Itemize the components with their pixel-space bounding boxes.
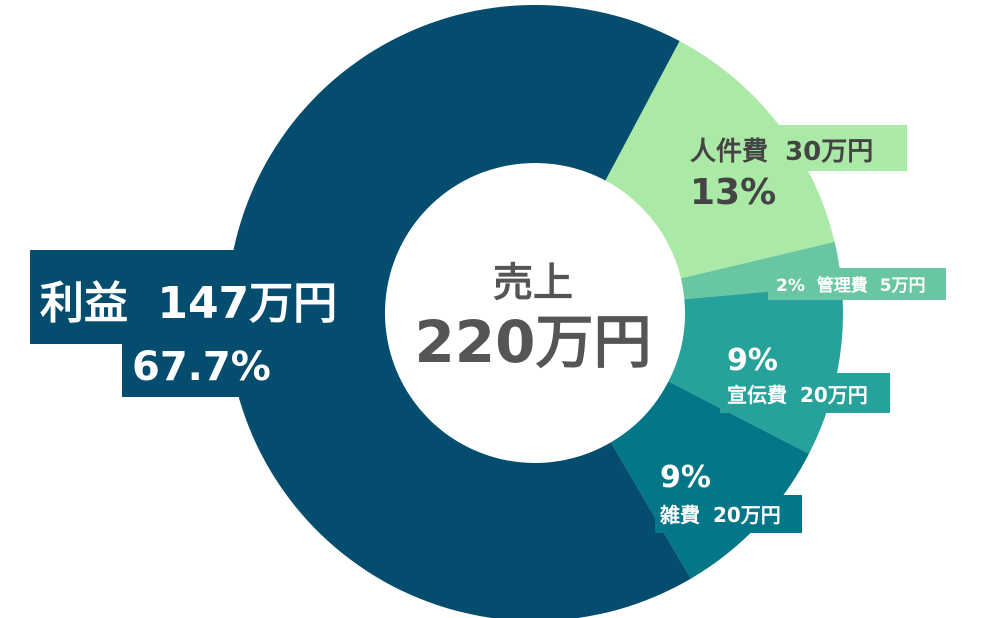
label-labor-name: 人件費 [690,137,768,167]
center-total: 220万円 [414,308,651,376]
label-admin-percent: 2% [776,276,805,296]
label-misc-box [655,495,802,533]
svg-text:利益 147万円: 利益 147万円 [40,278,337,329]
label-misc: 9% 雑費 20万円 [655,460,802,533]
label-misc-amount: 20万円 [713,503,781,527]
label-ad: 9% 宣伝費 20万円 [720,343,890,413]
label-labor: 人件費 30万円 13% [685,125,907,213]
slice-misc [610,381,809,579]
label-admin: 2% 管理費 5万円 [768,268,946,300]
label-labor-box [685,125,907,171]
svg-text:雑費 20万円: 雑費 20万円 [659,503,781,527]
svg-text:人件費 30万円: 人件費 30万円 [690,137,873,167]
label-ad-amount: 20万円 [800,383,868,407]
slice-profit [227,5,691,618]
label-admin-box [768,268,946,300]
label-labor-amount: 30万円 [785,137,873,167]
center-label: 売上 220万円 [414,260,651,376]
svg-text:2% 管理費 5万円: 2% 管理費 5万円 [776,275,926,296]
label-profit-name: 利益 [40,278,128,329]
label-profit: 利益 147万円 67.7% [30,250,364,397]
label-ad-percent: 9% [727,343,778,378]
svg-text:宣伝費 20万円: 宣伝費 20万円 [727,383,868,407]
label-ad-box [720,373,890,413]
label-admin-name: 管理費 [817,275,868,296]
label-misc-percent: 9% [660,460,711,495]
label-misc-name: 雑費 [659,503,700,527]
label-profit-box [30,250,364,344]
label-labor-percent: 13% [690,172,776,213]
label-admin-amount: 5万円 [880,276,926,296]
label-profit-box-lower [122,335,304,397]
label-profit-amount: 147万円 [157,278,337,329]
center-title: 売上 [493,260,573,306]
label-ad-name: 宣伝費 [727,383,787,407]
label-profit-percent: 67.7% [132,344,271,390]
slices-group [227,5,843,618]
